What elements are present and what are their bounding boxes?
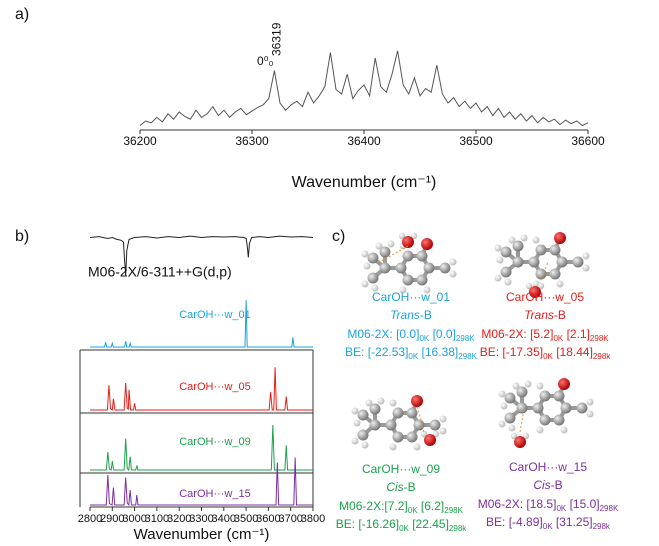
structure-name: CarOH···w_05 — [506, 290, 584, 304]
binding-part: BE: [-4.89] — [486, 515, 543, 529]
series-label: CarOH···w_05 — [179, 381, 251, 393]
x-tick-label: 36200 — [123, 134, 157, 148]
binding-part: [31.25] — [553, 515, 593, 529]
binding-part: BE: [-16.26] — [336, 517, 399, 531]
x-tick-label: 3000 — [122, 513, 146, 525]
binding-part: 298k — [449, 524, 467, 533]
conformer-part: -B — [554, 308, 566, 322]
x-tick-label: 2800 — [78, 513, 102, 525]
x-tick-label: 36300 — [235, 134, 269, 148]
x-tick-label: 36400 — [347, 134, 381, 148]
binding-line: BE: [-16.26]0K [22.45]298k — [336, 517, 468, 533]
x-tick-label: 3500 — [234, 513, 258, 525]
structure-name: CarOH···w_01 — [372, 290, 450, 304]
conformer: Cis-B — [386, 480, 415, 494]
panel-label: b) — [15, 228, 29, 245]
conformer-part: Cis — [533, 478, 550, 492]
conformer: Cis-B — [533, 478, 562, 492]
x-tick-label: 36600 — [571, 134, 605, 148]
x-tick-label: 3800 — [301, 513, 325, 525]
spectrum-line — [90, 300, 313, 347]
x-tick-label: 3100 — [145, 513, 169, 525]
binding-part: [16.38] — [418, 345, 458, 359]
energy-line: M06-2X: [5.2]0K [2.1]298K — [481, 327, 609, 343]
x-tick-label: 3700 — [278, 513, 302, 525]
binding-part: [18.44] — [553, 345, 593, 359]
x-tick-label: 2900 — [100, 513, 124, 525]
conformer: Trans-B — [390, 308, 432, 322]
conformer-part: -B — [404, 480, 416, 494]
binding-line: BE: [-17.35]0K [18.44]298k — [480, 345, 612, 361]
energy-part: 298K — [600, 504, 619, 513]
series-label: CarOH···w_15 — [179, 488, 251, 500]
energy-part: M06-2X: [18.5] — [478, 497, 557, 511]
energy-part: [6.2] — [418, 499, 445, 513]
spectrum-line — [140, 51, 588, 126]
binding-part: [22.45] — [409, 517, 449, 531]
energy-line: M06-2X: [18.5]0K [15.0]298K — [478, 497, 619, 513]
x-tick-label: 3600 — [256, 513, 280, 525]
energy-part: 298K — [590, 334, 609, 343]
binding-line: BE: [-22.53]0K [16.38]298K — [345, 345, 478, 361]
energy-part: [0.0] — [429, 327, 456, 341]
energy-part: 298K — [444, 506, 463, 515]
peak-position: 36319 — [269, 22, 283, 56]
conformer-part: -B — [420, 308, 432, 322]
energy-part: M06-2X: [5.2] — [481, 327, 553, 341]
series-label: CarOH···w_09 — [179, 436, 251, 448]
structure-name: CarOH···w_15 — [509, 460, 587, 474]
conformer: Trans-B — [524, 308, 566, 322]
x-tick-label: 3300 — [189, 513, 213, 525]
binding-line: BE: [-4.89]0K [31.25]298k — [486, 515, 611, 531]
conformer-part: Trans — [524, 308, 554, 322]
binding-part: 298k — [593, 522, 611, 531]
energy-part: [15.0] — [566, 497, 599, 511]
x-axis-label: Wavenumber (cm⁻¹) — [292, 174, 437, 191]
x-tick-label: 3200 — [167, 513, 191, 525]
binding-part: BE: [-17.35] — [480, 345, 543, 359]
panel-label: a) — [15, 6, 29, 23]
energy-part: M06-2X:[7.2] — [339, 499, 408, 513]
conformer-part: -B — [551, 478, 563, 492]
binding-part: 298K — [458, 352, 477, 361]
structure-name: CarOH···w_09 — [362, 462, 440, 476]
method-annotation: M06-2X/6-311++G(d,p) — [88, 264, 232, 280]
energy-line: M06-2X:[7.2]0K [6.2]298K — [339, 499, 464, 515]
energy-line: M06-2X: [0.0]0K [0.0]298K — [347, 327, 475, 343]
energy-part: M06-2X: [0.0] — [347, 327, 419, 341]
figure: a) 36200 36300 36400 36500 36600 Wavenumber (c… — [0, 0, 659, 546]
energy-part: [2.1] — [563, 327, 590, 341]
binding-part: BE: [-22.53] — [345, 345, 408, 359]
x-tick-label: 3400 — [212, 513, 236, 525]
energy-part: 298K — [456, 334, 475, 343]
conformer-part: Cis — [386, 480, 403, 494]
x-axis-label: Wavenumber (cm⁻¹) — [134, 526, 270, 543]
series-label: CarOH···w_01 — [179, 309, 251, 321]
binding-part: 298k — [593, 352, 611, 361]
conformer-part: Trans — [390, 308, 420, 322]
x-tick-label: 36500 — [459, 134, 493, 148]
panel-label: c) — [332, 228, 345, 245]
